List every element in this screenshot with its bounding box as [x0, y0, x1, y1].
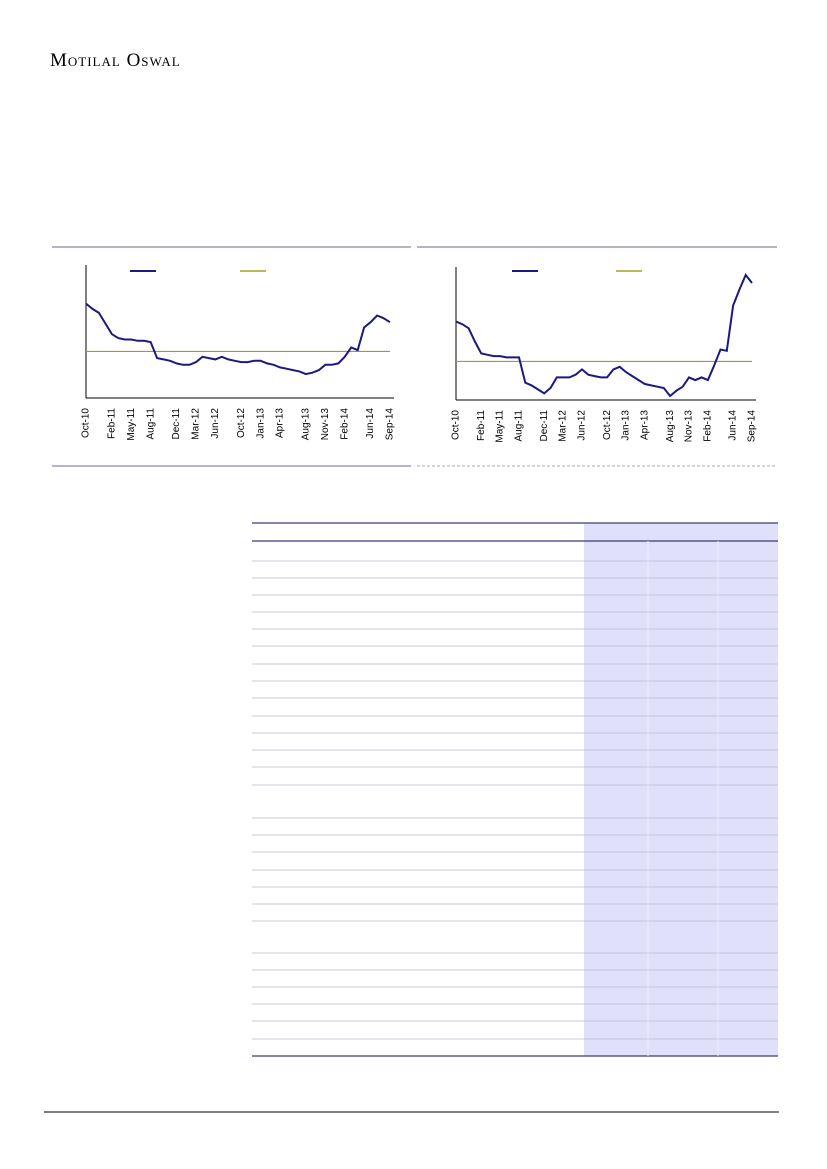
x-tick-label: Feb-11 — [107, 408, 118, 439]
x-tick-label: May-11 — [495, 410, 506, 443]
x-tick-label: May-11 — [126, 408, 137, 441]
brand: Motilal Oswal — [50, 50, 181, 71]
x-tick-label: Feb-14 — [339, 408, 350, 440]
x-tick-label: Dec-11 — [539, 410, 550, 442]
x-tick-label: Dec-11 — [171, 408, 182, 440]
x-tick-label: Oct-10 — [451, 410, 462, 440]
x-tick-label: Jun-12 — [210, 408, 221, 439]
x-tick-label: Oct-10 — [81, 408, 92, 438]
x-tick-label: Sep-14 — [747, 410, 758, 443]
x-tick-label: Aug-13 — [301, 408, 312, 441]
x-tick-label: Sep-14 — [385, 408, 396, 441]
x-tick-label: Nov-13 — [684, 410, 695, 443]
x-tick-label: Jun-14 — [728, 410, 739, 441]
x-tick-label: Mar-12 — [191, 408, 202, 440]
x-tick-label: Nov-13 — [320, 408, 331, 441]
x-tick-label: Feb-11 — [476, 410, 487, 441]
x-tick-label: Mar-12 — [558, 410, 569, 442]
x-tick-label: Aug-11 — [145, 408, 156, 440]
x-tick-label: Jan-13 — [621, 410, 632, 441]
table-shade — [584, 523, 778, 1056]
x-tick-label: Oct-12 — [602, 410, 613, 440]
x-tick-label: Jan-13 — [255, 408, 266, 439]
x-tick-label: Jun-14 — [365, 408, 376, 439]
x-tick-label: Apr-13 — [275, 408, 286, 438]
line — [85, 302, 391, 376]
x-tick-label: Apr-13 — [640, 410, 651, 440]
x-tick-label: Feb-14 — [703, 410, 714, 442]
x-tick-label: Oct-12 — [236, 408, 247, 438]
line — [455, 273, 753, 398]
x-tick-label: Jun-12 — [577, 410, 588, 441]
x-tick-label: Aug-11 — [514, 410, 525, 442]
x-tick-label: Aug-13 — [665, 410, 676, 443]
table — [252, 522, 778, 1057]
